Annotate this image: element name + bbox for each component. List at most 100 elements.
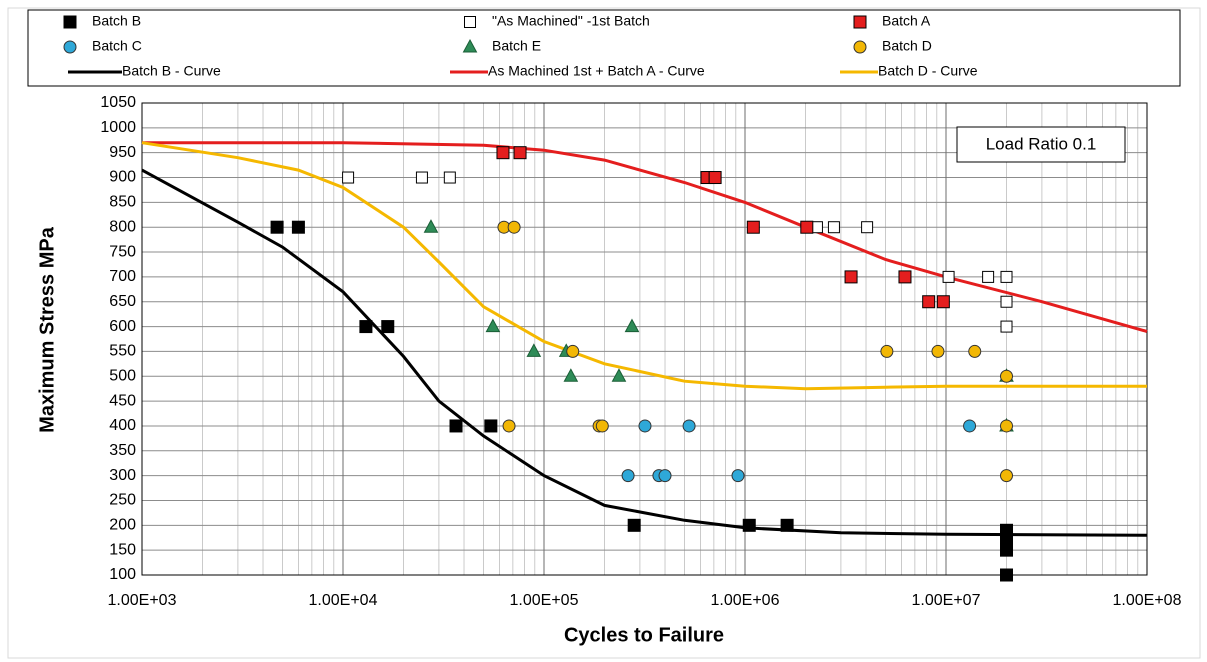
- point: [566, 344, 580, 358]
- y-tick-label: 150: [109, 541, 136, 558]
- point: [800, 220, 814, 234]
- y-tick-label: 900: [109, 169, 136, 186]
- x-tick-label: 1.00E+04: [309, 592, 378, 609]
- point: [621, 469, 635, 483]
- y-tick-label: 700: [109, 268, 136, 285]
- point: [496, 146, 510, 160]
- point: [624, 318, 640, 333]
- point: [844, 270, 858, 284]
- point: [449, 419, 463, 433]
- curve: [141, 168, 1148, 537]
- y-tick-label: 1000: [100, 119, 136, 136]
- point: [291, 220, 305, 234]
- legend-label: Batch A: [882, 13, 931, 29]
- y-tick-label: 1050: [100, 94, 136, 111]
- point: [742, 518, 756, 532]
- annotation-box: [956, 126, 1126, 163]
- y-tick-label: 750: [109, 243, 136, 260]
- curve: [141, 141, 1147, 391]
- x-tick-label: 1.00E+08: [1113, 592, 1182, 609]
- y-tick-label: 500: [109, 367, 136, 384]
- point: [731, 469, 745, 483]
- point: [931, 344, 945, 358]
- y-tick-label: 550: [109, 343, 136, 360]
- legend-swatch: [462, 38, 478, 53]
- point: [1000, 369, 1014, 383]
- legend-label: Batch E: [492, 38, 541, 54]
- point: [359, 320, 373, 334]
- point: [880, 344, 894, 358]
- point: [963, 419, 977, 433]
- point: [595, 419, 609, 433]
- y-tick-label: 400: [109, 417, 136, 434]
- y-axis-title: Maximum Stress MPa: [36, 226, 58, 433]
- legend-label: Batch B: [92, 13, 141, 29]
- legend-box: [27, 9, 1181, 87]
- legend-swatch: [63, 40, 77, 54]
- point: [502, 419, 516, 433]
- point: [1000, 568, 1014, 582]
- point: [507, 220, 521, 234]
- point: [423, 219, 439, 233]
- legend-label: Batch C: [92, 38, 142, 54]
- point: [611, 368, 627, 382]
- point: [1000, 469, 1014, 483]
- legend-swatch: [464, 16, 476, 28]
- y-tick-label: 350: [109, 442, 136, 459]
- point: [342, 171, 355, 184]
- point: [1000, 320, 1013, 333]
- point: [484, 419, 498, 433]
- plot-frame: [141, 102, 1148, 576]
- point: [682, 419, 696, 433]
- point: [746, 220, 760, 234]
- y-tick-label: 950: [109, 144, 136, 161]
- y-tick-label: 250: [109, 492, 136, 509]
- point: [922, 295, 936, 309]
- point: [1000, 543, 1014, 557]
- point: [780, 518, 794, 532]
- y-tick-label: 600: [109, 318, 136, 335]
- curve: [142, 141, 1148, 333]
- legend-label: Batch D - Curve: [878, 63, 978, 79]
- point: [270, 220, 284, 234]
- legend-label: Batch D: [882, 38, 932, 54]
- y-tick-label: 450: [109, 392, 136, 409]
- x-axis-title: Cycles to Failure: [564, 624, 724, 646]
- point: [942, 270, 955, 283]
- point: [485, 318, 501, 333]
- annotation: Load Ratio 0.1: [986, 134, 1097, 153]
- y-tick-label: 100: [109, 566, 136, 583]
- point: [658, 469, 672, 483]
- legend-label: Batch B - Curve: [122, 63, 221, 79]
- point: [708, 171, 722, 185]
- x-tick-label: 1.00E+06: [711, 592, 780, 609]
- legend-swatch: [853, 15, 867, 29]
- point: [381, 320, 395, 334]
- point: [1000, 531, 1014, 545]
- point: [1000, 295, 1013, 308]
- point: [898, 270, 912, 284]
- y-tick-label: 300: [109, 467, 136, 484]
- plot-area: [142, 103, 1147, 575]
- point: [827, 221, 840, 234]
- x-tick-label: 1.00E+03: [108, 592, 177, 609]
- y-tick-label: 200: [109, 517, 136, 534]
- point: [627, 518, 641, 532]
- point: [415, 171, 428, 184]
- point: [1000, 270, 1013, 283]
- point: [1000, 419, 1014, 433]
- point: [443, 171, 456, 184]
- point: [968, 344, 982, 358]
- point: [526, 343, 542, 357]
- y-tick-label: 800: [109, 218, 136, 235]
- legend-label: As Machined 1st + Batch A - Curve: [488, 63, 705, 79]
- x-tick-label: 1.00E+07: [912, 592, 981, 609]
- legend-swatch: [853, 40, 867, 54]
- point: [936, 295, 950, 309]
- point: [563, 368, 579, 382]
- y-tick-label: 650: [109, 293, 136, 310]
- point: [982, 270, 995, 283]
- legend-swatch: [63, 15, 77, 29]
- legend-label: "As Machined" -1st Batch: [492, 13, 650, 29]
